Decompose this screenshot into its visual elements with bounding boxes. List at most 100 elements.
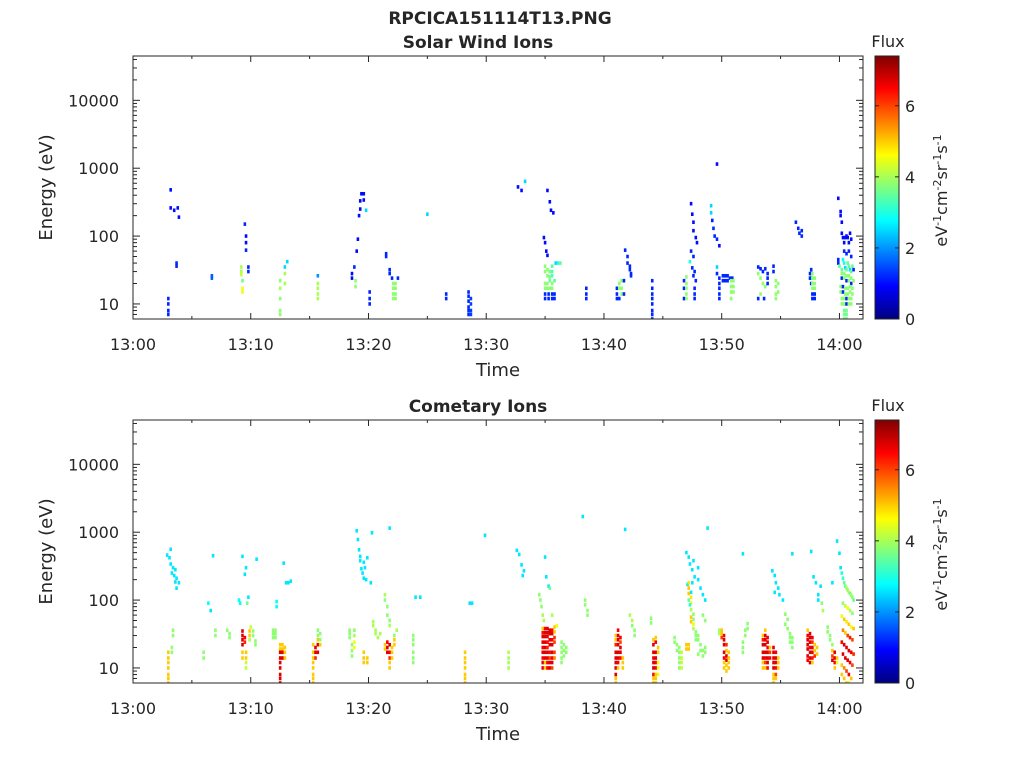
heatmap-cell bbox=[772, 660, 775, 665]
heatmap-cell bbox=[649, 616, 653, 621]
heatmap-cell bbox=[848, 290, 852, 294]
heatmap-cell bbox=[727, 656, 731, 660]
heatmap-cell bbox=[703, 650, 707, 655]
heatmap-cell bbox=[842, 617, 846, 622]
heatmap-cell bbox=[619, 640, 622, 644]
heatmap-cell bbox=[546, 645, 549, 650]
heatmap-cell bbox=[778, 592, 781, 597]
heatmap-cell bbox=[809, 549, 813, 554]
heatmap-cell bbox=[841, 284, 845, 289]
heatmap-cell bbox=[690, 266, 694, 270]
heatmap-cell bbox=[696, 565, 700, 570]
heatmap-cell bbox=[813, 286, 817, 291]
heatmap-cell bbox=[721, 278, 725, 283]
heatmap-cell bbox=[241, 286, 244, 291]
heatmap-cell bbox=[620, 292, 623, 296]
heatmap-cell bbox=[701, 592, 705, 597]
heatmap-cell bbox=[244, 240, 248, 245]
heatmap-cell bbox=[784, 622, 787, 627]
heatmap-cell bbox=[619, 650, 622, 655]
heatmap-cell bbox=[844, 292, 847, 296]
heatmap-cell bbox=[722, 650, 726, 655]
heatmap-cell bbox=[811, 281, 814, 286]
heatmap-cell bbox=[167, 308, 170, 313]
heatmap-cell bbox=[374, 631, 377, 636]
heatmap-cell bbox=[687, 591, 691, 596]
heatmap-cell bbox=[562, 654, 566, 658]
heatmap-cell bbox=[847, 264, 851, 268]
heatmap-cell bbox=[241, 637, 244, 642]
heatmap-cell bbox=[281, 642, 284, 647]
heatmap-cell bbox=[316, 633, 320, 638]
heatmap-cell bbox=[851, 663, 854, 667]
heatmap-cell bbox=[743, 628, 747, 632]
heatmap-cell bbox=[240, 265, 243, 269]
heatmap-cell bbox=[851, 637, 854, 642]
heatmap-cell bbox=[791, 645, 794, 650]
heatmap-cell bbox=[614, 642, 618, 647]
heatmap-cell bbox=[709, 211, 713, 215]
heatmap-cell bbox=[353, 265, 356, 269]
heatmap-cell bbox=[842, 240, 846, 245]
heatmap-cell bbox=[616, 660, 620, 665]
heatmap-cell bbox=[835, 656, 839, 660]
heatmap-cell bbox=[715, 271, 719, 276]
heatmap-cell bbox=[546, 660, 549, 665]
heatmap-cell bbox=[766, 650, 769, 655]
heatmap-cell bbox=[732, 278, 735, 283]
heatmap-cell bbox=[383, 592, 387, 597]
heatmap-cell bbox=[175, 576, 178, 580]
colorbar-tick-label: 4 bbox=[905, 532, 915, 551]
heatmap-cell bbox=[840, 614, 844, 618]
heatmap-cell bbox=[692, 228, 695, 233]
heatmap-cell bbox=[678, 645, 681, 650]
heatmap-cell bbox=[278, 672, 282, 677]
heatmap-cell bbox=[833, 656, 837, 660]
heatmap-cell bbox=[732, 290, 735, 294]
heatmap-cell bbox=[171, 565, 175, 570]
heatmap-cell bbox=[723, 273, 727, 278]
heatmap-cell bbox=[278, 660, 282, 665]
heatmap-cell bbox=[248, 637, 251, 642]
heatmap-cell bbox=[550, 613, 554, 617]
heatmap-cell bbox=[617, 296, 621, 301]
heatmap-cell bbox=[167, 666, 170, 670]
heatmap-cell bbox=[467, 312, 470, 317]
heatmap-cell bbox=[693, 269, 696, 274]
heatmap-cell bbox=[772, 645, 775, 650]
heatmap-cell bbox=[616, 628, 620, 632]
heatmap-cell bbox=[318, 637, 322, 642]
heatmap-cell bbox=[546, 626, 549, 631]
heatmap-cell bbox=[841, 628, 845, 632]
heatmap-cell bbox=[851, 292, 854, 296]
heatmap-cell bbox=[278, 656, 282, 660]
heatmap-cell bbox=[358, 558, 362, 563]
heatmap-cell bbox=[731, 276, 734, 280]
x-tick-label: 13:50 bbox=[699, 699, 745, 718]
heatmap-cell bbox=[811, 660, 814, 665]
heatmap-cell bbox=[469, 308, 473, 313]
heatmap-cell bbox=[809, 267, 813, 272]
heatmap-cell bbox=[806, 647, 809, 651]
heatmap-cell bbox=[311, 666, 315, 670]
heatmap-cell bbox=[247, 269, 250, 274]
panel-solar-wind-ions: Solar Wind Ions 13:00 13:10 13:20 13:30 13:40… bbox=[36, 32, 951, 381]
heatmap-cell bbox=[616, 637, 620, 642]
heatmap-cell bbox=[254, 642, 257, 647]
heatmap-cell bbox=[271, 635, 275, 640]
heatmap-cell bbox=[388, 656, 391, 660]
heatmap-cell bbox=[614, 672, 618, 677]
heatmap-cell bbox=[852, 598, 855, 602]
heatmap-cell bbox=[350, 642, 354, 647]
heatmap-cell bbox=[759, 276, 762, 280]
heatmap-cell bbox=[550, 269, 554, 274]
x-tick-label: 13:00 bbox=[110, 699, 156, 718]
heatmap-cell bbox=[652, 681, 655, 683]
heatmap-cell bbox=[553, 296, 556, 301]
heatmap-cell bbox=[281, 647, 284, 651]
heatmap-cell bbox=[842, 676, 846, 681]
heatmap-cell bbox=[849, 237, 853, 241]
heatmap-cell bbox=[761, 637, 765, 642]
heatmap-cell bbox=[548, 631, 552, 636]
heatmap-cell bbox=[384, 254, 388, 259]
